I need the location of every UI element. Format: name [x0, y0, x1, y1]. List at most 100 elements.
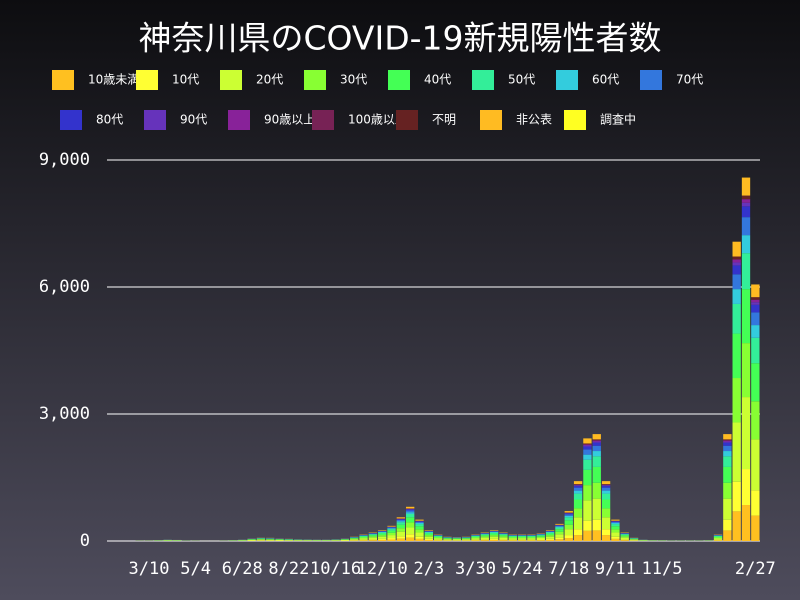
bar-segment: [536, 540, 545, 541]
bar-segment: [583, 485, 592, 501]
bar-segment: [508, 539, 517, 541]
bar-segment: [424, 531, 433, 533]
bar-segment: [573, 517, 583, 530]
bar-segment: [583, 438, 592, 444]
bar-segment: [629, 538, 639, 540]
bar-segment: [396, 517, 406, 519]
bar-segment: [573, 485, 583, 486]
bar-segment: [406, 510, 415, 513]
bar-segment: [406, 517, 415, 523]
bar-segment: [387, 530, 396, 533]
y-tick-label: 3,000: [39, 404, 90, 424]
bar-segment: [378, 539, 387, 541]
bar-segment: [424, 535, 433, 537]
bar-segment: [713, 540, 723, 541]
bar-segment: [732, 256, 741, 260]
bar-segment: [471, 536, 480, 538]
bar-segment: [741, 289, 751, 344]
legend-swatch: [480, 110, 502, 130]
bar-segment: [732, 481, 741, 512]
bar-segment: [751, 363, 760, 402]
legend-swatch: [564, 110, 586, 130]
bar-segment: [592, 451, 601, 457]
bar-segment: [592, 498, 601, 520]
bar-segment: [368, 537, 378, 540]
bar-segment: [406, 534, 415, 538]
bar-segment: [499, 537, 508, 540]
bar-segment: [732, 422, 741, 482]
bar-segment: [378, 531, 387, 533]
bar-segment: [536, 534, 545, 536]
bar-segment: [751, 284, 760, 298]
bar-segment: [396, 536, 406, 539]
bar-segment: [564, 514, 573, 516]
bar-segment: [434, 539, 443, 541]
bar-segment: [536, 537, 545, 540]
bar-segment: [592, 440, 601, 442]
bar-segment: [741, 199, 751, 203]
bar-segment: [601, 508, 611, 518]
bar-segment: [489, 539, 499, 541]
bar-segment: [368, 536, 378, 538]
bar-segment: [396, 524, 406, 529]
bar-segment: [527, 540, 536, 541]
bar-segment: [601, 490, 611, 494]
bar-segment: [489, 532, 499, 534]
bar-segment: [611, 536, 620, 539]
bar-segment: [573, 484, 583, 486]
bar-segment: [387, 528, 396, 530]
bar-segment: [527, 538, 536, 540]
bar-segment: [489, 533, 499, 536]
bar-segment: [359, 537, 368, 539]
bar-segment: [601, 487, 611, 491]
bar-segment: [573, 481, 583, 485]
bar-segment: [508, 537, 517, 539]
bar-segment: [555, 529, 564, 532]
x-tick-label: 8/22: [268, 559, 309, 579]
bar-segment: [415, 521, 424, 524]
bar-segment: [741, 202, 751, 207]
legend-label: 不明: [432, 113, 456, 127]
bar-segment: [424, 531, 433, 532]
x-tick-label: 6/28: [222, 559, 263, 579]
bar-segment: [592, 482, 601, 499]
bar-segment: [611, 521, 620, 524]
bar-segment: [555, 531, 564, 535]
legend-swatch: [228, 110, 250, 130]
bar-segment: [751, 299, 760, 303]
x-tick-label: 3/30: [455, 559, 496, 579]
bar-segment: [583, 530, 592, 541]
bar-segment: [489, 536, 499, 539]
x-tick-label: 5/4: [180, 559, 211, 579]
bar-segment: [527, 537, 536, 539]
bar-segment: [443, 538, 452, 540]
bar-segment: [480, 534, 489, 536]
bar-segment: [573, 529, 583, 536]
legend-label: 90代: [180, 113, 207, 127]
bar-segment: [443, 538, 452, 539]
bar-segment: [424, 538, 433, 540]
bar-segment: [424, 536, 433, 539]
bar-segment: [378, 530, 387, 531]
legend-swatch: [136, 70, 158, 90]
legend-label: 20代: [256, 73, 283, 87]
bar-segment: [424, 530, 433, 531]
bar-segment: [545, 533, 555, 536]
bar-segment: [611, 529, 620, 533]
bar-segment: [406, 513, 415, 518]
bar-segment: [406, 506, 415, 509]
bar-segment: [555, 525, 564, 527]
x-tick-label: 12/10: [357, 559, 408, 579]
bar-segment: [620, 535, 629, 537]
bar-segment: [592, 434, 601, 440]
bar-segment: [583, 445, 592, 447]
bar-segment: [480, 535, 489, 537]
bar-segment: [508, 540, 517, 541]
bar-segment: [583, 500, 592, 521]
bar-segment: [741, 397, 751, 470]
bar-segment: [387, 527, 396, 529]
bar-segment: [499, 540, 508, 541]
bar-segment: [461, 539, 471, 541]
bar-segment: [461, 538, 471, 540]
bar-segment: [517, 537, 527, 539]
